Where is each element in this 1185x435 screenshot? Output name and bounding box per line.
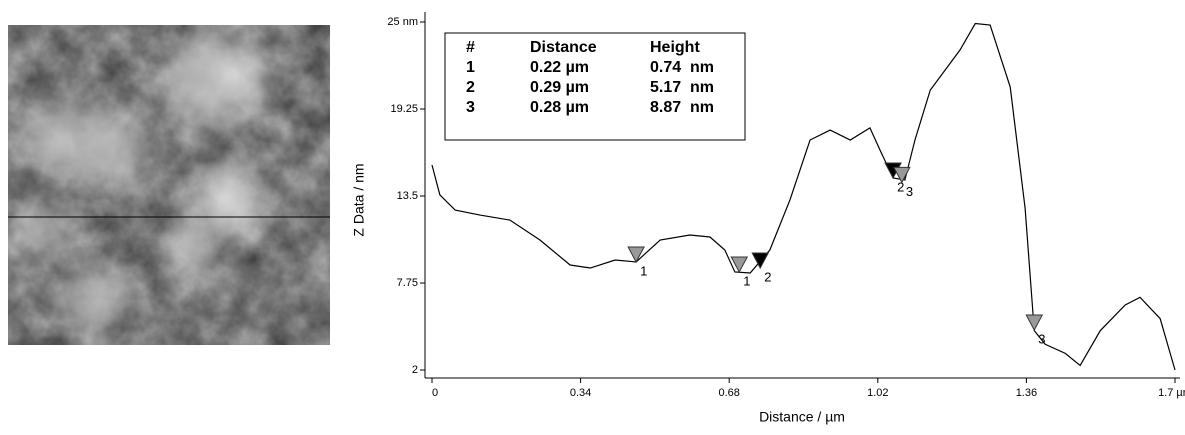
- cursor-label: 3: [1038, 331, 1045, 346]
- y-tick-label: 13.5: [397, 190, 418, 202]
- table-cell: 1: [466, 59, 475, 76]
- cursor-label: 2: [897, 179, 904, 194]
- afm-image: [8, 25, 330, 345]
- cursor-marker: [751, 252, 770, 270]
- x-tick-label: 1.36: [1016, 387, 1037, 399]
- x-tick-label: 0: [432, 387, 438, 399]
- table-cell: 5.17 nm: [650, 79, 714, 96]
- table-header: Height: [650, 39, 700, 56]
- cursor-marker: [1025, 314, 1044, 332]
- cursor-label: 2: [764, 269, 771, 284]
- table-cell: 0.29 µm: [530, 79, 589, 96]
- table-cell: 8.87 nm: [650, 99, 714, 116]
- table-header: #: [466, 39, 475, 56]
- table-box: [444, 32, 746, 141]
- cursor-marker: [893, 166, 911, 184]
- y-tick-label: 2: [412, 364, 418, 376]
- table-cell: 2: [466, 79, 475, 96]
- x-tick-label: 0.34: [570, 387, 591, 399]
- table-cell: 0.22 µm: [530, 59, 589, 76]
- x-tick-label: 0.68: [718, 387, 739, 399]
- y-tick-label: 25 nm: [387, 16, 418, 28]
- cursor-marker: [627, 246, 645, 264]
- x-tick-label: 1.02: [867, 387, 888, 399]
- y-tick-label: 7.75: [397, 277, 418, 289]
- table-header: Distance: [530, 39, 597, 56]
- y-tick-label: 19.25: [390, 103, 418, 115]
- cursor-label: 1: [640, 263, 647, 278]
- profile-line: [431, 22, 1176, 371]
- cursor-label: 3: [906, 184, 913, 199]
- table-cell: 0.28 µm: [530, 99, 589, 116]
- y-axis-label: Z Data / nm: [351, 163, 367, 236]
- x-tick-label: 1.7 µm: [1158, 387, 1185, 399]
- cursor-label: 1: [743, 273, 750, 288]
- cursor-marker: [730, 256, 749, 274]
- table-cell: 0.74 nm: [650, 59, 714, 76]
- x-axis-label: Distance / µm: [759, 409, 845, 425]
- table-cell: 3: [466, 99, 475, 116]
